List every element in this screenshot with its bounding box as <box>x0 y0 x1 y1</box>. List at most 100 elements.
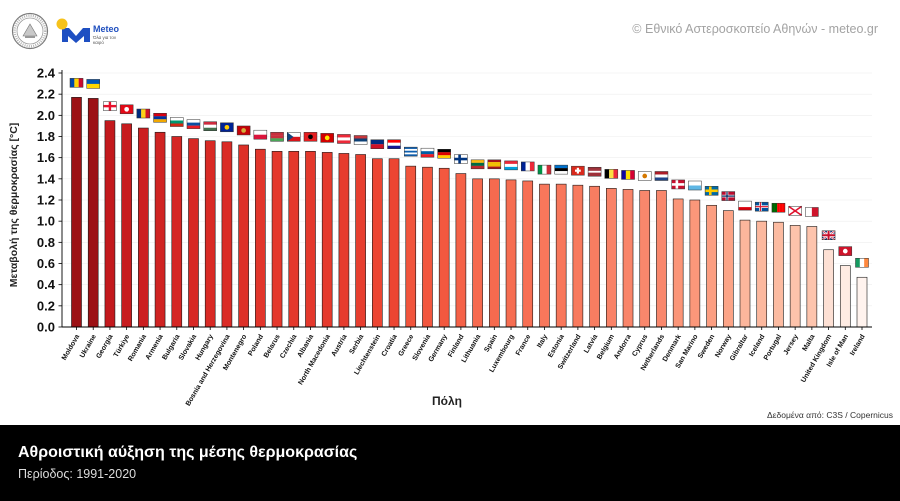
romania-flag-icon <box>136 108 151 119</box>
bar-lithuania <box>472 178 483 328</box>
flag-part <box>688 180 702 191</box>
portugal-flag-icon <box>771 202 786 213</box>
x-axis-ticks: MoldovaUkraineGeorgiaTürkiyeRomaniaArmen… <box>61 327 867 407</box>
flag-part <box>588 170 602 173</box>
flag-part <box>755 206 769 208</box>
y-tick-label: 0.6 <box>37 256 55 271</box>
flag-part <box>186 125 200 129</box>
luxembourg-flag-icon <box>504 160 518 171</box>
serbia-flag-icon <box>353 135 368 145</box>
x-tick-label: Latvia <box>583 333 599 354</box>
flag-part <box>387 142 401 146</box>
flag-part <box>86 83 100 89</box>
flag-part <box>777 203 780 213</box>
flag-part <box>203 121 217 125</box>
flag-part <box>588 169 602 171</box>
x-tick-label: Jersey <box>783 333 800 356</box>
bar-san-marino <box>689 199 701 328</box>
flag-part <box>124 106 129 112</box>
flag-part <box>203 127 217 131</box>
turkiye-flag-icon <box>119 104 134 115</box>
albania-flag-icon <box>303 132 318 142</box>
flag-part <box>287 132 301 137</box>
flag-part <box>170 120 184 124</box>
seal-emblem-base <box>25 36 35 38</box>
flag-part <box>270 138 284 142</box>
flag-part <box>337 137 351 141</box>
czechia-flag-icon <box>287 132 301 142</box>
norway-flag-icon <box>721 191 736 201</box>
flag-part <box>471 159 485 163</box>
bar-slovakia <box>188 138 199 328</box>
flag-part <box>86 79 100 89</box>
flag-part <box>487 166 501 169</box>
flag-part <box>437 149 451 153</box>
meteo-logo: Meteo Όλα για τον καιρό <box>56 16 128 46</box>
flag-part <box>145 109 150 119</box>
bar-armenia <box>154 131 166 328</box>
x-tick-label: Iceland <box>748 334 766 358</box>
croatia-flag-icon <box>387 139 401 149</box>
y-axis-label: Μεταβολή της θερμοκρασίας [°C] <box>8 123 20 288</box>
flag-part <box>404 146 418 157</box>
x-tick-label: Andorra <box>613 333 633 360</box>
flag-part <box>805 207 812 217</box>
flag-part <box>308 134 313 140</box>
flag-part <box>69 78 84 88</box>
chart-period: Περίοδος: 1991-2020 <box>18 467 137 481</box>
flag-part <box>738 207 752 211</box>
seal-inner-ring <box>16 17 44 45</box>
flag-part <box>805 207 819 217</box>
footer-banner: Αθροιστική αύξηση της μέσης θερμοκρασίας… <box>0 425 900 501</box>
flag-part <box>370 144 384 149</box>
flag-part <box>504 160 518 171</box>
flag-part <box>721 195 735 197</box>
flag-part <box>630 170 635 180</box>
malta-flag-icon <box>805 207 819 217</box>
hungary-flag-icon <box>203 121 217 131</box>
flag-part <box>353 135 368 145</box>
flag-part <box>588 174 602 177</box>
y-tick-label: 1.8 <box>37 129 55 144</box>
germany-flag-icon <box>437 149 451 159</box>
flag-part <box>671 179 685 190</box>
switzerland-flag-icon <box>571 165 585 176</box>
flag-part <box>337 134 351 144</box>
flag-part <box>654 171 668 175</box>
meteo-m-shape <box>62 28 90 43</box>
ukraine-flag-icon <box>86 79 100 89</box>
x-tick-label: Serbia <box>349 333 366 355</box>
flag-part <box>253 134 267 140</box>
flag-part <box>119 104 134 115</box>
belarus-flag-icon <box>270 132 284 142</box>
bar-austria <box>338 153 350 328</box>
x-tick-label: Ireland <box>849 334 867 357</box>
flag-part <box>153 113 167 117</box>
lithuania-flag-icon <box>470 159 485 170</box>
x-tick-label: Malta <box>802 333 817 352</box>
y-axis-ticks: 0.0 0.2 0.4 0.6 0.8 1.0 1.2 1.4 1.6 1.8 2.0 2.2 2.4 <box>37 66 62 335</box>
iceland-flag-icon <box>754 201 769 212</box>
flag-part <box>153 119 167 123</box>
flag-part <box>537 165 543 175</box>
flag-part <box>738 200 752 211</box>
bar-ukraine <box>87 98 99 328</box>
x-tick-label: Moldova <box>61 333 81 361</box>
bar-moldova <box>71 97 82 328</box>
flag-part <box>253 129 268 140</box>
flag-part <box>587 166 602 177</box>
flag-part <box>525 161 531 171</box>
bar-isle-of-man <box>839 265 851 328</box>
flag-part <box>738 204 752 208</box>
bar-italy <box>539 183 550 328</box>
flag-part <box>287 136 301 142</box>
flag-part <box>855 258 860 268</box>
bar-hungary <box>204 140 216 328</box>
north-macedonia-flag-icon <box>320 133 334 143</box>
flag-part <box>842 248 848 254</box>
y-tick-label: 1.0 <box>37 214 55 229</box>
bar-poland <box>255 148 266 328</box>
copyright-text: © Εθνικό Αστεροσκοπείο Αθηνών - meteo.gr <box>632 22 878 36</box>
flag-part <box>520 161 535 172</box>
flag-part <box>404 154 418 157</box>
